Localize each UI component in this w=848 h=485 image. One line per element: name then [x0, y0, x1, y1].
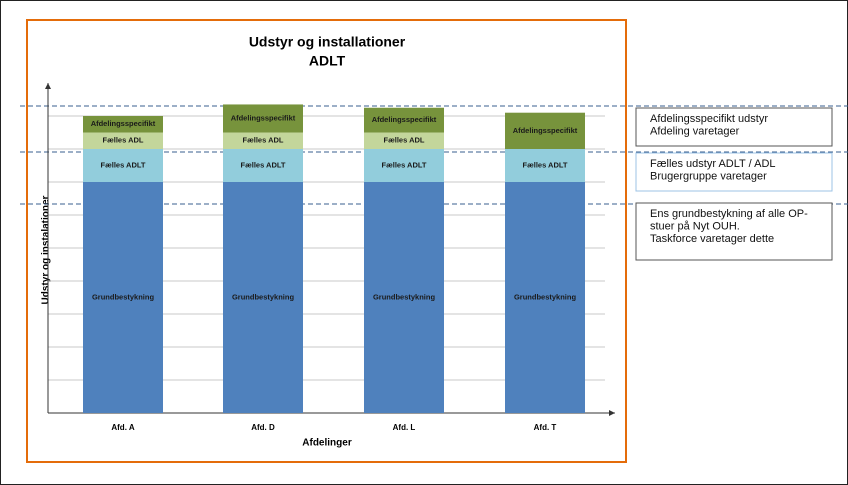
x-tick-label: Afd. T: [534, 423, 557, 432]
bar-segment: [223, 182, 303, 413]
segment-label: Fælles ADL: [384, 136, 425, 145]
annotation-text: Brugergruppe varetager: [650, 170, 767, 182]
bar-segment: [223, 132, 303, 149]
annotation-text: Afdelingsspecifikt udstyr: [650, 113, 768, 125]
bar-segment: [83, 132, 163, 149]
segment-label: Fælles ADLT: [240, 160, 285, 169]
bar-segment: [223, 104, 303, 133]
segment-label: Grundbestykning: [232, 292, 295, 301]
bar-segment: [364, 132, 444, 149]
bar-segment: [83, 149, 163, 182]
annotation-box: [635, 152, 833, 192]
bar-segment: [364, 182, 444, 413]
segment-label: Afdelingsspecifikt: [372, 115, 437, 124]
bar-segment: [83, 116, 163, 133]
bar-segment: [364, 149, 444, 182]
y-axis-label: Udstyr og instalationer: [41, 195, 52, 304]
segment-label: Grundbestykning: [373, 292, 436, 301]
y-axis-arrow: [45, 83, 51, 89]
x-axis-arrow: [609, 410, 615, 416]
x-tick-label: Afd. A: [111, 423, 134, 432]
segment-label: Fælles ADL: [243, 136, 284, 145]
chart-title: Udstyr og installationer: [249, 34, 406, 50]
segment-label: Afdelingsspecifikt: [513, 126, 578, 135]
segment-label: Fælles ADLT: [522, 160, 567, 169]
annotation-text: stuer på Nyt OUH.: [650, 220, 740, 232]
annotation-text: Fælles udstyr ADLT / ADL: [650, 158, 776, 170]
segment-label: Fælles ADL: [103, 136, 144, 145]
x-tick-label: Afd. D: [251, 423, 275, 432]
segment-label: Fælles ADLT: [381, 160, 426, 169]
bar-segment: [505, 149, 585, 182]
annotation-text: Ens grundbestykning af alle OP-: [650, 208, 808, 220]
annotation-text: Afdeling varetager: [650, 125, 740, 137]
bar-segment: [505, 182, 585, 413]
annotation-box: [635, 202, 833, 261]
bar-segment: [223, 149, 303, 182]
bar-segment: [364, 107, 444, 133]
segment-label: Fælles ADLT: [100, 160, 145, 169]
bar-segment: [505, 112, 585, 149]
x-tick-label: Afd. L: [393, 423, 416, 432]
segment-label: Grundbestykning: [514, 292, 577, 301]
chart-subtitle: ADLT: [309, 53, 346, 69]
segment-label: Afdelingsspecifikt: [91, 119, 156, 128]
segment-label: Afdelingsspecifikt: [231, 113, 296, 122]
bar-segment: [83, 182, 163, 413]
segment-label: Grundbestykning: [92, 292, 155, 301]
annotation-text: Taskforce varetager dette: [650, 233, 774, 245]
x-axis-label: Afdelinger: [302, 438, 352, 449]
annotation-box: [635, 107, 833, 147]
